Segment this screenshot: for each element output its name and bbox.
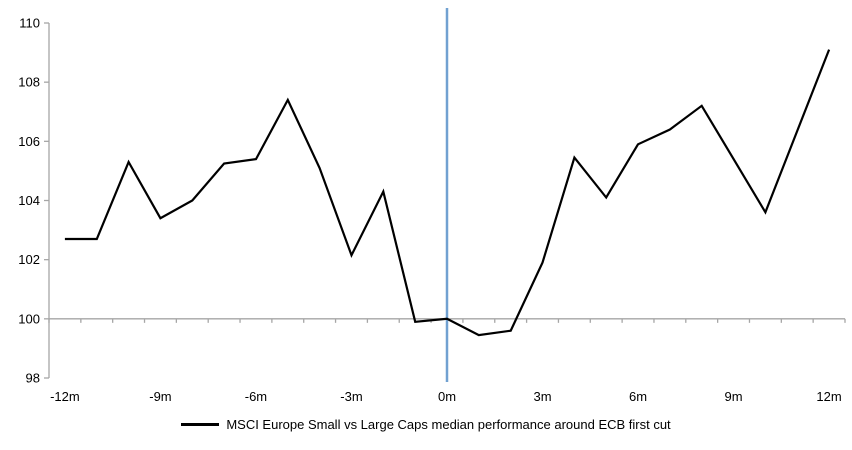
- y-tick-label: 98: [26, 371, 40, 386]
- series-line: [64, 49, 831, 337]
- y-tick-label: 110: [19, 16, 40, 31]
- y-tick-label: 104: [18, 193, 40, 208]
- x-tick-label: 0m: [438, 389, 456, 404]
- x-tick-label: -6m: [245, 389, 267, 404]
- legend: MSCI Europe Small vs Large Caps median p…: [0, 417, 852, 432]
- x-tick-label: 3m: [533, 389, 551, 404]
- legend-line-swatch: [181, 423, 220, 426]
- legend-label: MSCI Europe Small vs Large Caps median p…: [226, 417, 671, 432]
- y-tick-label: 100: [18, 311, 40, 326]
- x-tick-label: -9m: [149, 389, 171, 404]
- x-tick-label: -3m: [340, 389, 362, 404]
- y-tick-label: 106: [18, 134, 40, 149]
- x-tick-label: 9m: [725, 389, 743, 404]
- x-tick-label: 6m: [629, 389, 647, 404]
- y-tick-label: 108: [18, 75, 40, 90]
- y-tick-label: 102: [18, 252, 40, 267]
- x-tick-label: 12m: [816, 389, 841, 404]
- x-tick-label: -12m: [50, 389, 80, 404]
